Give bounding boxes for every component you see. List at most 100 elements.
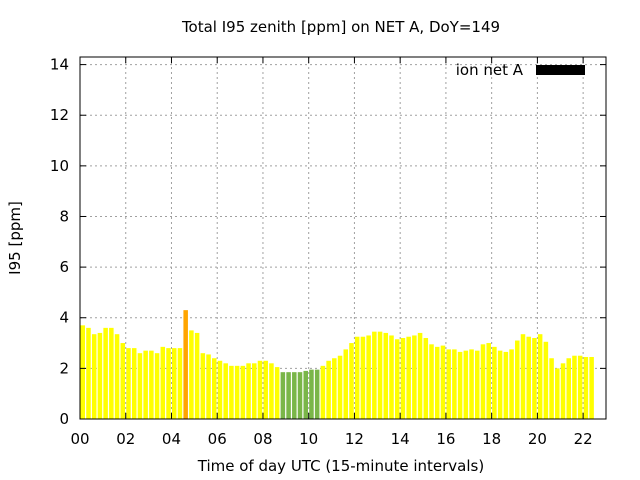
bar xyxy=(486,343,491,419)
bar xyxy=(520,334,526,419)
legend-swatch xyxy=(536,65,585,75)
bar xyxy=(577,355,583,419)
x-tick-labels: 00 02 04 06 08 10 12 14 16 18 20 22 xyxy=(70,430,592,448)
bar xyxy=(389,335,394,419)
bar xyxy=(434,346,440,419)
bar xyxy=(526,336,531,419)
bar xyxy=(160,346,166,419)
bar xyxy=(97,332,103,419)
bar xyxy=(314,369,320,419)
bar xyxy=(349,343,354,419)
bar xyxy=(543,341,549,419)
bar xyxy=(120,343,126,419)
bar xyxy=(320,365,326,419)
x-tick-label: 10 xyxy=(299,430,318,448)
bar xyxy=(223,363,228,419)
bar xyxy=(171,348,177,419)
bar xyxy=(452,349,457,419)
axis-ticks xyxy=(79,57,606,420)
bar xyxy=(297,372,303,419)
bar xyxy=(183,310,188,419)
bar xyxy=(509,349,514,419)
y-tick-labels: 0 2 4 6 8 10 12 14 xyxy=(50,56,69,428)
x-tick-label: 14 xyxy=(391,430,410,448)
x-tick-label: 16 xyxy=(436,430,455,448)
bar xyxy=(109,327,114,419)
bar xyxy=(229,365,234,419)
bar xyxy=(566,358,571,419)
bar xyxy=(91,334,97,419)
bar xyxy=(332,358,337,419)
bar xyxy=(400,337,406,419)
bar xyxy=(240,365,246,419)
bar xyxy=(515,340,520,419)
bar xyxy=(360,336,366,419)
y-tick-label: 0 xyxy=(59,410,69,428)
bar xyxy=(103,327,108,419)
bar xyxy=(189,330,194,419)
x-tick-label: 06 xyxy=(208,430,227,448)
bar xyxy=(274,367,280,419)
bar xyxy=(492,346,497,419)
bar xyxy=(177,348,183,419)
bar xyxy=(131,348,137,419)
bar xyxy=(194,332,200,419)
y-tick-label: 8 xyxy=(59,207,69,225)
bar xyxy=(206,354,211,419)
x-tick-label: 20 xyxy=(528,430,547,448)
bar xyxy=(469,349,474,419)
chart-title: Total I95 zenith [ppm] on NET A, DoY=149 xyxy=(181,18,500,36)
bar xyxy=(269,363,274,419)
bar xyxy=(126,348,131,419)
bar xyxy=(417,332,423,419)
bar xyxy=(154,353,160,419)
bars xyxy=(80,310,594,419)
bar xyxy=(286,372,291,419)
y-tick-label: 14 xyxy=(50,56,69,74)
x-tick-label: 12 xyxy=(345,430,364,448)
x-tick-label: 18 xyxy=(482,430,501,448)
x-tick-label: 02 xyxy=(116,430,135,448)
bar xyxy=(589,356,594,419)
y-tick-label: 6 xyxy=(59,258,69,276)
bar xyxy=(394,339,400,419)
bar xyxy=(309,369,314,419)
bar xyxy=(263,360,268,419)
bar xyxy=(532,337,537,419)
x-axis-label: Time of day UTC (15-minute intervals) xyxy=(197,457,484,475)
bar xyxy=(292,372,297,419)
grid xyxy=(80,57,606,419)
legend-label: ion net A xyxy=(456,61,524,79)
y-tick-label: 12 xyxy=(50,106,69,124)
bar xyxy=(366,335,371,419)
x-tick-label: 08 xyxy=(253,430,272,448)
bar xyxy=(149,350,154,419)
bar xyxy=(337,355,343,419)
bar xyxy=(326,360,331,419)
x-tick-label: 00 xyxy=(70,430,89,448)
bar xyxy=(303,370,308,419)
bar xyxy=(377,331,383,419)
bar xyxy=(423,337,429,419)
x-tick-label: 22 xyxy=(574,430,593,448)
bar xyxy=(383,332,389,419)
bar xyxy=(200,353,206,419)
bar xyxy=(463,350,469,419)
bar xyxy=(212,358,217,419)
bar xyxy=(406,336,411,419)
x-tick-label: 04 xyxy=(162,430,181,448)
bar xyxy=(166,348,171,419)
bar xyxy=(217,360,223,419)
bar xyxy=(343,349,349,419)
bar xyxy=(446,349,451,419)
bar xyxy=(572,355,577,419)
y-tick-label: 4 xyxy=(59,309,69,327)
bar xyxy=(429,344,434,419)
bar xyxy=(372,331,377,419)
y-tick-label: 10 xyxy=(50,157,69,175)
bar xyxy=(555,368,560,419)
bar xyxy=(457,351,463,419)
bar xyxy=(234,365,240,419)
bar xyxy=(114,334,120,419)
